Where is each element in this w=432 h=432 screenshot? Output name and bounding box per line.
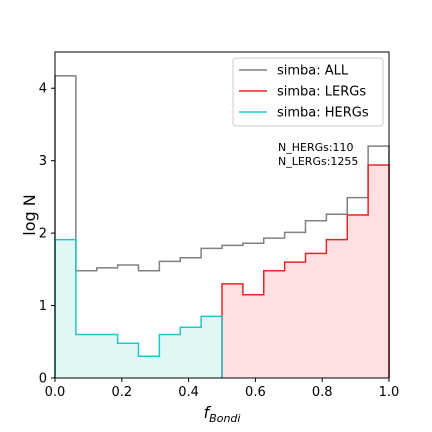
x-axis-label: fBondi [204, 403, 241, 425]
x-tick-label: 0.8 [312, 385, 333, 400]
plot-frame [54, 51, 390, 379]
fill-simba-hergs [55, 239, 222, 378]
legend: simba: ALL simba: LERGs simba: HERGs [232, 57, 384, 127]
x-tick-label: 0.2 [111, 385, 132, 400]
x-tick-label: 0.4 [178, 385, 199, 400]
y-tick-label: 4 [39, 82, 47, 97]
y-tick-label: 2 [39, 227, 47, 242]
y-tick-label: 0 [39, 372, 47, 387]
x-tick-label: 0.0 [45, 385, 66, 400]
step-line-simba-all [54, 75, 390, 378]
annotation-text: N_HERGs:110 [278, 141, 354, 154]
step-line-simba-lergs [221, 164, 390, 378]
legend-label: simba: HERGs [277, 106, 369, 121]
x-axis-ticks: 0.0 0.2 0.4 0.6 0.8 1.0 [45, 378, 400, 400]
series-lines [54, 75, 390, 378]
step-line-simba-hergs [54, 238, 223, 378]
y-axis-label: log N [20, 194, 39, 235]
legend-box [232, 57, 384, 127]
annotation-text: N_LERGs:1255 [278, 155, 358, 168]
x-axis-label-main: f [204, 403, 212, 422]
y-axis-ticks: 0 1 2 3 4 [39, 82, 55, 387]
legend-label: simba: LERGs [277, 85, 366, 100]
x-tick-label: 0.6 [245, 385, 266, 400]
x-tick-label: 1.0 [379, 385, 400, 400]
y-tick-label: 1 [39, 299, 47, 314]
y-tick-label: 3 [39, 154, 47, 169]
x-axis-label-subscript: Bondi [209, 412, 240, 425]
legend-label: simba: ALL [277, 64, 349, 79]
